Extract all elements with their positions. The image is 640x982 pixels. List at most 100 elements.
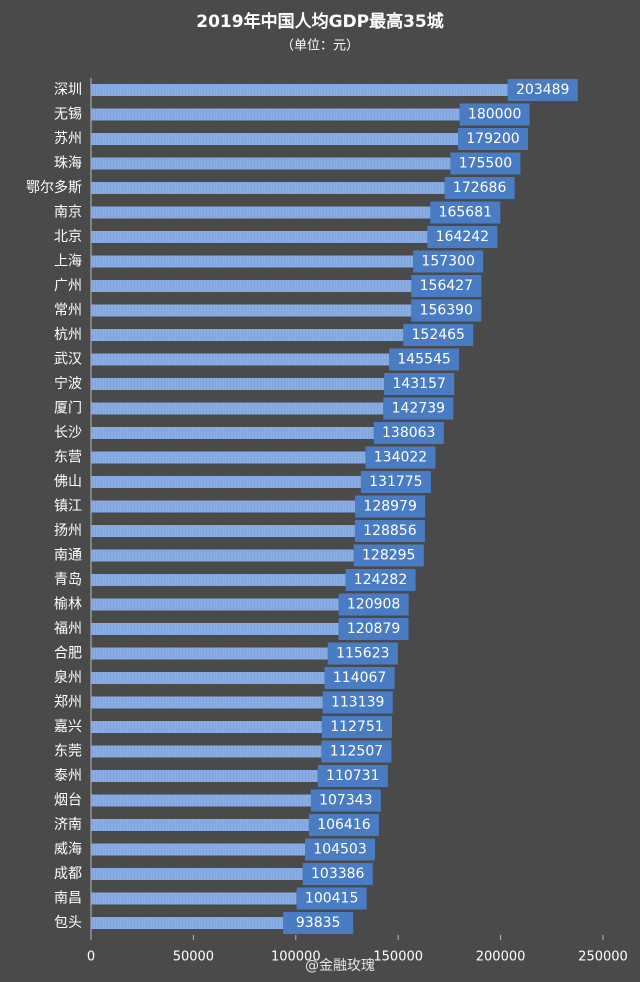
- y-tick-label: 济南: [54, 817, 82, 833]
- bar-texture: [91, 133, 459, 145]
- value-label: 110731: [326, 768, 379, 784]
- bar-texture: [91, 623, 339, 635]
- value-label-box: [458, 128, 529, 150]
- value-label: 93835: [296, 915, 341, 931]
- bar-texture: [91, 525, 355, 537]
- y-tick-label: 福州: [54, 621, 82, 637]
- value-label: 156390: [420, 303, 473, 319]
- y-tick-label: 珠海: [54, 156, 82, 172]
- value-label-box: [353, 544, 424, 567]
- y-tick-label: 泉州: [54, 669, 82, 686]
- bar-texture: [91, 255, 414, 268]
- bar-texture: [91, 353, 390, 366]
- bar-texture: [91, 329, 404, 341]
- y-tick-label: 常州: [54, 303, 82, 319]
- value-label: 128979: [363, 499, 416, 515]
- value-label-box: [322, 691, 393, 714]
- value-label-box: [321, 716, 392, 738]
- value-label: 113139: [331, 695, 384, 711]
- value-label: 180000: [468, 107, 521, 123]
- bar-texture: [91, 745, 322, 758]
- value-label: 179200: [466, 131, 519, 147]
- y-tick-label: 厦门: [54, 401, 82, 417]
- chart-title: 2019年中国人均GDP最高35城: [196, 11, 444, 32]
- value-label-box: [384, 373, 455, 395]
- value-label-box: [365, 446, 436, 469]
- value-label-box: [355, 495, 426, 518]
- bar-texture: [91, 672, 325, 684]
- bar-texture: [91, 843, 306, 856]
- y-tick-label: 北京: [54, 229, 82, 245]
- y-tick-label: 榆林: [54, 597, 82, 613]
- value-label: 156427: [420, 278, 473, 294]
- y-tick-label: 无锡: [54, 107, 82, 123]
- value-label: 134022: [374, 450, 427, 466]
- bar-texture: [91, 598, 339, 611]
- y-tick-label: 南昌: [54, 891, 82, 907]
- y-tick-label: 郑州: [54, 695, 82, 711]
- bar-texture: [91, 304, 412, 317]
- bar-texture: [91, 427, 374, 439]
- value-label: 120908: [347, 597, 400, 613]
- value-label: 103386: [311, 866, 365, 882]
- y-tick-label: 南通: [54, 548, 82, 564]
- value-label-box: [308, 814, 379, 836]
- y-tick-label: 鄂尔多斯: [26, 179, 82, 196]
- value-label: 112751: [330, 719, 383, 735]
- value-label: 152465: [412, 327, 465, 343]
- value-label: 124282: [354, 572, 407, 588]
- value-label-box: [302, 863, 373, 885]
- value-label-box: [411, 299, 482, 322]
- bar-texture: [91, 647, 328, 660]
- value-label-box: [283, 912, 354, 934]
- value-label-box: [324, 667, 395, 689]
- value-label: 106416: [317, 817, 371, 833]
- value-label: 157300: [421, 254, 474, 270]
- value-label-box: [430, 201, 501, 224]
- value-label-box: [450, 152, 521, 175]
- bar-texture: [91, 378, 385, 390]
- value-label-box: [305, 838, 376, 861]
- bar-texture: [91, 157, 451, 170]
- bar-texture: [91, 892, 297, 905]
- y-tick-label: 威海: [54, 842, 82, 858]
- y-tick-label: 成都: [54, 866, 82, 882]
- y-tick-label: 长沙: [54, 425, 82, 441]
- bar-texture: [91, 280, 412, 292]
- chart-subtitle: （单位：元）: [281, 39, 359, 54]
- value-label-box: [413, 250, 484, 273]
- value-label-box: [383, 397, 454, 420]
- value-label-box: [354, 520, 425, 542]
- value-label-box: [403, 324, 474, 346]
- bar-texture: [91, 182, 445, 194]
- bar-texture: [91, 84, 508, 96]
- bar-texture: [91, 696, 323, 709]
- bar-texture: [91, 770, 318, 782]
- y-tick-label: 扬州: [54, 523, 82, 539]
- value-label-box: [338, 618, 409, 640]
- y-tick-label: 镇江: [54, 499, 82, 515]
- y-tick-label: 合肥: [54, 646, 82, 662]
- bar-texture: [91, 206, 431, 219]
- value-label-box: [310, 789, 381, 812]
- value-label-box: [317, 765, 388, 787]
- value-label: 175500: [459, 156, 512, 172]
- value-label: 138063: [382, 425, 435, 441]
- value-label: 112507: [330, 744, 383, 760]
- value-label-box: [321, 740, 392, 763]
- value-label-box: [373, 422, 444, 444]
- value-label-box: [338, 593, 409, 616]
- value-label: 131775: [369, 474, 422, 490]
- y-tick-label: 东营: [54, 450, 82, 466]
- value-label-box: [296, 887, 367, 910]
- y-tick-label: 包头: [54, 915, 82, 931]
- y-tick-label: 青岛: [54, 572, 82, 588]
- y-tick-label: 泰州: [54, 768, 82, 784]
- value-label: 143157: [392, 376, 445, 392]
- y-tick-label: 烟台: [54, 793, 82, 809]
- value-label-box: [459, 103, 530, 126]
- y-tick-label: 广州: [54, 278, 82, 294]
- bar-texture: [91, 451, 366, 464]
